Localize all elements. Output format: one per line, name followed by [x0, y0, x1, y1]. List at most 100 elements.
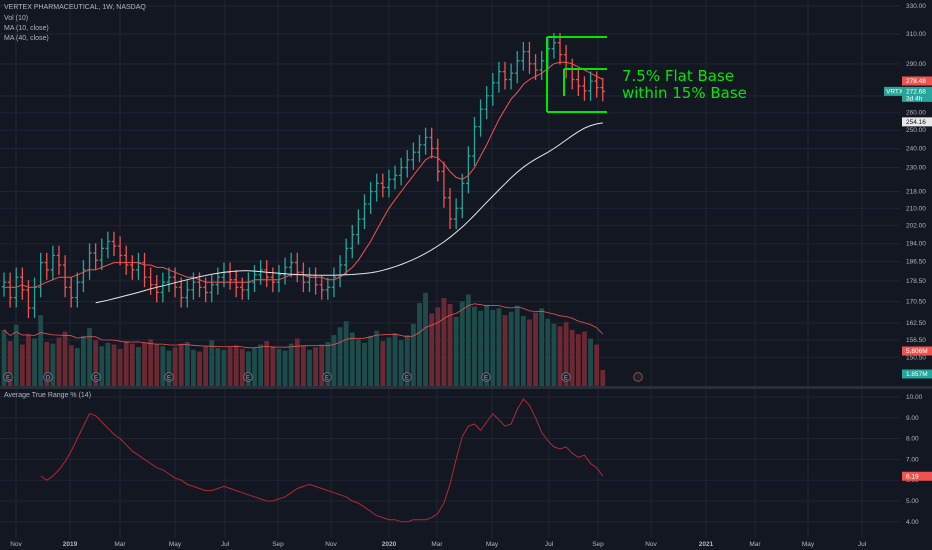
time-tick-label: Mar	[431, 541, 443, 548]
time-tick-label: Jul	[858, 541, 867, 548]
volume-bar	[533, 312, 538, 386]
volume-bar	[453, 316, 459, 386]
legend-ma40[interactable]: MA (40, close)	[4, 35, 49, 42]
volume-bar	[569, 329, 575, 386]
volume-bar	[484, 304, 490, 386]
price-tick-label: 194.00	[906, 241, 926, 248]
volume-bar	[282, 350, 288, 386]
volume-bar	[26, 334, 31, 386]
event-marker	[322, 372, 332, 382]
volume-bar	[551, 323, 557, 386]
time-tick-label: Sep	[592, 541, 604, 548]
atr-tick-label: 10.00	[906, 394, 923, 401]
volume-bar	[178, 343, 184, 386]
time-tick-label: May	[802, 541, 815, 548]
volume-bar	[221, 349, 227, 386]
event-label: E	[94, 376, 98, 382]
volume-bar	[435, 307, 441, 386]
legend-ma10[interactable]: MA (10, close)	[4, 25, 49, 32]
volume-bar	[331, 335, 337, 386]
volume-bar	[184, 341, 190, 386]
event-marker	[3, 372, 13, 382]
volume-bar	[478, 310, 483, 386]
volume-bar	[74, 348, 80, 386]
volume-bar	[514, 305, 520, 386]
volume-bar	[563, 322, 569, 386]
volume-bar	[600, 369, 606, 386]
time-tick-label: 2021	[699, 541, 714, 548]
atr-tick-label: 7.00	[906, 456, 919, 463]
legend-volume[interactable]: Vol (10)	[4, 15, 29, 22]
volume-bar	[325, 341, 331, 386]
volume-bar	[197, 351, 202, 386]
volume-bar	[502, 315, 508, 386]
volume-bar	[38, 315, 44, 386]
event-label: D	[46, 376, 51, 382]
volume-bar	[32, 338, 37, 386]
time-tick-label: Sep	[272, 541, 284, 548]
time-tick-label: Mar	[749, 541, 761, 548]
price-tick-label: 150.50	[906, 354, 926, 361]
atr-tick-label: 9.00	[906, 415, 919, 422]
volume-bar	[81, 335, 86, 386]
volume-bar	[258, 344, 264, 386]
volume-bar	[520, 316, 526, 386]
volume-bar	[429, 313, 435, 386]
volume-bar	[386, 337, 392, 386]
volume-tag-label: 1.857M	[906, 371, 928, 378]
volume-bar	[490, 310, 496, 386]
atr-tag-label: 6.19	[906, 473, 919, 480]
volume-bar	[423, 292, 428, 386]
time-tick-label: Mar	[114, 541, 126, 548]
volume-bar	[527, 319, 532, 386]
volume-bar	[575, 334, 581, 386]
volume-bar	[368, 335, 373, 386]
event-marker	[243, 372, 253, 382]
price-tick-label: 186.50	[906, 258, 926, 265]
volume-bar	[337, 327, 343, 386]
ma10-tag-box	[902, 76, 932, 86]
volume-bar	[99, 346, 105, 386]
ma40-line	[95, 122, 603, 304]
volume-bar	[166, 350, 172, 386]
volume-bar	[264, 341, 270, 386]
legend-atr[interactable]: Average True Range % (14)	[4, 392, 92, 399]
time-tick-label: May	[169, 541, 182, 548]
atr-tag-box	[902, 471, 932, 481]
volume-bar	[441, 297, 447, 386]
event-marker	[402, 372, 412, 382]
last-price-tag-box	[902, 86, 932, 102]
price-tick-label: 202.00	[906, 223, 926, 230]
event-marker	[481, 372, 491, 382]
bar-countdown-label: 3d 4h	[906, 95, 923, 102]
volume-bar	[233, 345, 239, 386]
price-tick-label: 260.00	[906, 110, 926, 117]
volume-bar	[349, 332, 355, 386]
legend-symbol[interactable]: VERTEX PHARMACEUTICAL, 1W, NASDAQ	[4, 4, 146, 11]
volume-bar	[588, 338, 593, 386]
volume-bar	[276, 348, 282, 386]
volume-bar	[307, 349, 312, 386]
flat-base-annotation: 7.5% Flat Base within 15% Base	[546, 36, 747, 113]
volume-bar	[117, 348, 123, 386]
event-marker-upcoming	[633, 372, 643, 382]
volume-bar	[62, 331, 68, 386]
volume-bar	[252, 348, 257, 386]
price-tick-label: 170.50	[906, 298, 926, 305]
event-marker	[43, 372, 53, 382]
volume-bar	[270, 346, 276, 386]
volume-bar	[227, 347, 233, 386]
volume-bar	[203, 346, 209, 386]
time-tick-label: Nov	[10, 541, 22, 548]
volume-bar	[392, 333, 398, 386]
volume-bar	[447, 303, 453, 386]
last-price-tag-label: 272.68	[906, 89, 926, 96]
price-tick-label: 250.00	[906, 127, 926, 134]
event-label: E	[167, 376, 171, 382]
annotation-line2: within 15% Base	[622, 84, 747, 102]
time-axis[interactable]: Nov 2019 Mar May Jul Sep Nov 2020 Mar May Jul Sep No…	[10, 541, 866, 548]
annotation-line1: 7.5% Flat Base	[622, 67, 734, 85]
